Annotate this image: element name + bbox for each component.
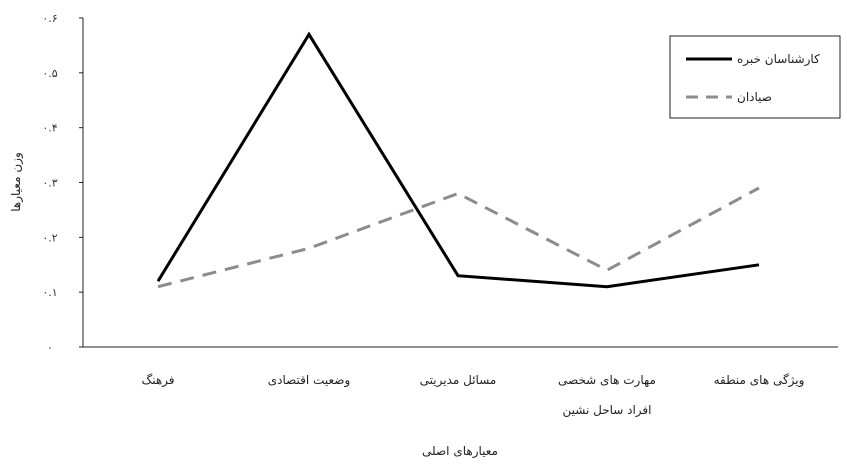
series-line-fishermen bbox=[157, 186, 760, 289]
series-line-experts bbox=[156, 31, 760, 289]
x-category-label: فرهنگ bbox=[141, 373, 174, 388]
y-tick-label: ۰.۲ bbox=[42, 231, 57, 244]
y-tick-label: ۰.۱ bbox=[42, 286, 57, 299]
x-ticks: فرهنگ وضعیت اقتصادی مسائل مدیریتی مهارت های… bbox=[141, 373, 804, 418]
x-category-label: افراد ساحل نشین bbox=[562, 403, 651, 418]
y-tick-label: ۰.۴ bbox=[42, 122, 57, 135]
y-tick-label: ۰.۶ bbox=[42, 12, 57, 25]
y-tick-label: ۰.۵ bbox=[42, 67, 57, 80]
x-category-label: مسائل مدیریتی bbox=[420, 373, 497, 388]
y-tick-label: ۰.۳ bbox=[42, 177, 57, 190]
x-axis-title: معیارهای اصلی bbox=[422, 444, 498, 459]
legend-label-fishermen: صیادان bbox=[737, 90, 772, 104]
y-ticks: ۰ ۰.۱ ۰.۲ ۰.۳ ۰.۴ ۰.۵ ۰.۶ bbox=[42, 12, 83, 354]
legend-box bbox=[669, 35, 841, 119]
y-axis-title: وزن معیارها bbox=[9, 152, 24, 212]
x-category-label: وضعیت اقتصادی bbox=[268, 373, 350, 388]
y-tick-label: ۰ bbox=[47, 341, 53, 354]
x-category-label: مهارت های شخصی bbox=[558, 373, 656, 388]
legend: کارشناسان خبره صیادان bbox=[669, 35, 841, 119]
series-lines bbox=[156, 31, 760, 289]
legend-label-experts: کارشناسان خبره bbox=[737, 52, 820, 67]
x-category-label: ویژگی های منطقه bbox=[714, 373, 805, 388]
